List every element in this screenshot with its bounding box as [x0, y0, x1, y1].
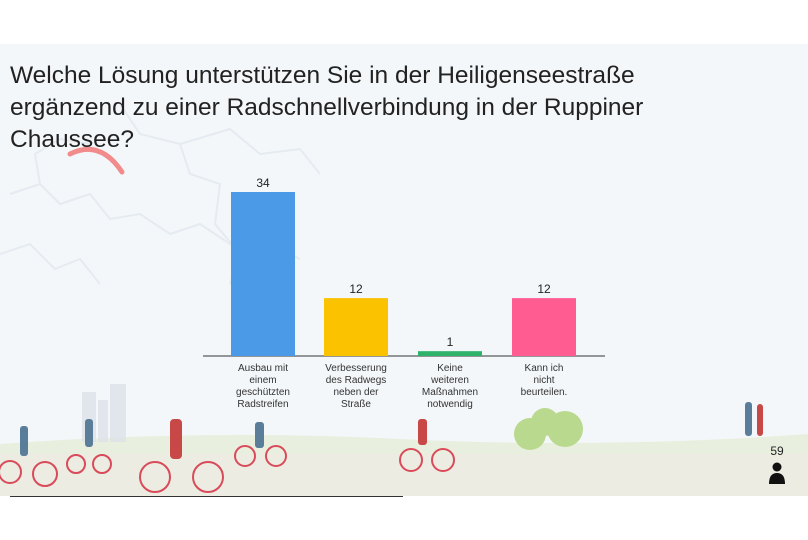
category-label-3: Keine — [437, 363, 463, 374]
data-label-2: 12 — [349, 282, 363, 296]
bottom-rule — [10, 496, 403, 497]
bar-4 — [512, 298, 576, 356]
question-title: Welche Lösung unterstützen Sie in der He… — [10, 62, 644, 153]
bar-1 — [231, 192, 295, 356]
category-label-1: Ausbau mit — [238, 363, 288, 374]
category-label-2: neben der — [333, 387, 379, 398]
participant-count-value: 59 — [770, 444, 784, 458]
bar-3 — [418, 351, 482, 356]
person-icon — [769, 462, 785, 484]
category-label-4: Kann ich — [525, 363, 564, 374]
data-label-1: 34 — [256, 176, 270, 190]
category-label-3: notwendig — [427, 399, 473, 410]
category-label-1: Radstreifen — [237, 399, 288, 410]
bar-2 — [324, 298, 388, 356]
category-label-2: Straße — [341, 399, 371, 410]
slide: Welche Lösung unterstützen Sie in der He… — [0, 44, 808, 496]
category-label-2: des Radwegs — [326, 375, 387, 386]
data-label-4: 12 — [537, 282, 551, 296]
data-label-3: 1 — [447, 335, 454, 349]
category-label-4: nicht — [533, 375, 554, 386]
category-label-2: Verbesserung — [325, 363, 387, 374]
category-label-1: einem — [249, 375, 276, 386]
category-label-3: weiteren — [430, 375, 469, 386]
category-label-4: beurteilen. — [521, 387, 568, 398]
participant-count: 59 — [762, 444, 792, 484]
category-label-1: geschützten — [236, 387, 290, 398]
background-cyclists-illustration — [0, 384, 808, 496]
category-label-3: Maßnahmen — [422, 387, 478, 398]
